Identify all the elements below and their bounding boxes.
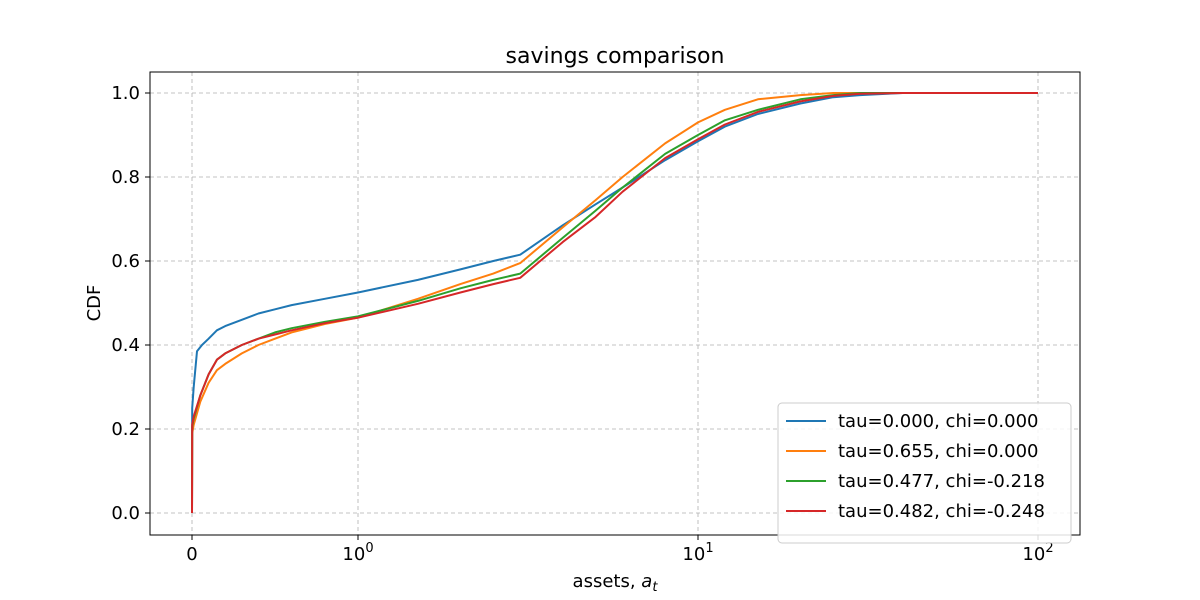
series-line-4 [191,92,1038,514]
legend: tau=0.000, chi=0.000 tau=0.655, chi=0.000… [777,402,1072,544]
y-tick-label: 1.0 [111,83,140,104]
legend-label: tau=0.477, chi=-0.218 [838,471,1045,492]
x-tick-label: 0 [186,544,197,565]
x-axis-label: assets, at [573,571,659,595]
x-tick-label: 101 [682,541,713,565]
y-tick-label: 0.2 [111,419,140,440]
grid [150,72,1080,535]
chart-title: savings comparison [506,44,725,69]
y-tick-label: 0.8 [111,167,140,188]
ticks: 0 100 101 102 0.0 0.2 0.4 0.6 0.8 1.0 [111,83,1053,565]
series-lines [191,92,1038,514]
series-line-2 [191,92,1038,514]
legend-box [777,402,1072,544]
legend-label: tau=0.482, chi=-0.248 [838,501,1045,522]
legend-label: tau=0.655, chi=0.000 [838,441,1038,462]
legend-label: tau=0.000, chi=0.000 [838,411,1038,432]
y-axis-label: CDF [84,285,105,322]
y-tick-label: 0.6 [111,251,140,272]
series-line-1 [191,92,1038,514]
x-tick-label: 100 [342,541,373,565]
x-tick-label: 102 [1022,541,1053,565]
y-tick-label: 0.0 [111,503,140,524]
plot-frame [149,71,1081,536]
y-tick-label: 0.4 [111,335,140,356]
